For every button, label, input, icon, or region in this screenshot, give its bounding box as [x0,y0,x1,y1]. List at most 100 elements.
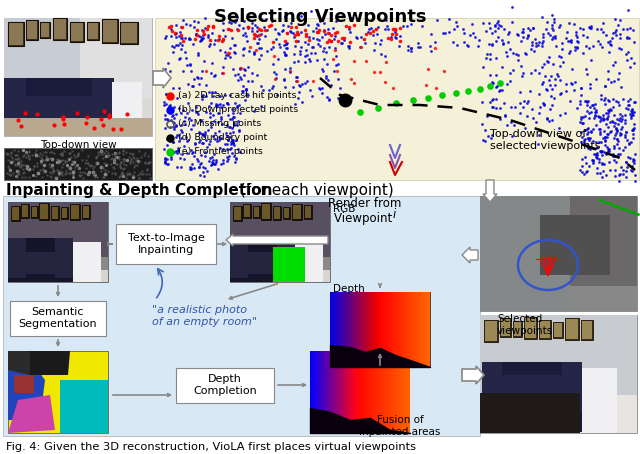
Point [506,118,516,126]
Point [122,110,132,118]
Point [623,101,633,109]
Point [128,172,138,179]
Point [195,38,205,45]
Point [195,136,205,143]
Text: (d) Boundary point: (d) Boundary point [178,133,268,143]
Point [292,28,302,35]
Point [238,46,248,53]
Point [617,116,627,123]
Point [487,41,497,49]
Point [166,116,176,123]
Point [91,159,101,166]
Point [267,17,277,25]
Point [191,30,202,38]
Bar [383,351,384,433]
Point [610,119,620,126]
Point [209,40,220,47]
Point [268,60,278,68]
Point [555,62,565,69]
Point [272,92,282,99]
Bar [410,292,411,367]
Point [99,174,109,181]
Point [495,115,505,122]
Point [246,20,257,27]
FancyArrow shape [483,180,497,202]
Point [32,163,42,170]
Point [577,155,587,162]
Point [477,120,487,128]
Point [437,91,447,99]
Point [182,109,192,116]
Point [280,65,291,72]
Point [48,168,58,175]
Point [171,29,181,36]
Point [503,39,513,46]
Point [65,166,75,173]
Point [191,30,201,37]
Point [606,128,616,135]
Point [629,157,639,164]
Point [65,149,75,157]
Point [575,128,586,135]
Point [222,99,232,106]
Point [29,162,40,169]
Point [230,49,241,57]
Point [116,171,126,178]
Point [54,169,64,177]
Point [346,75,356,83]
Point [535,104,545,111]
Point [621,128,632,135]
Point [3,162,13,169]
Point [276,28,287,35]
Point [583,134,593,142]
Point [240,30,250,37]
Point [173,105,184,112]
Point [614,172,624,179]
Bar [4,78,114,136]
Bar [283,207,290,219]
Point [90,173,100,181]
Point [214,35,224,42]
Point [349,79,359,86]
Point [526,46,536,53]
Point [270,25,280,32]
Point [75,168,85,176]
Point [136,153,146,161]
Point [598,28,608,35]
Point [296,13,307,20]
Point [266,45,276,52]
Point [213,118,223,125]
Point [127,158,138,166]
Bar [348,351,349,433]
Bar [582,368,617,433]
Point [545,82,556,89]
Point [250,22,260,29]
Point [267,84,277,92]
Point [627,163,637,170]
Point [548,60,558,67]
Point [583,128,593,136]
Point [234,127,244,134]
Point [630,178,640,185]
Point [596,91,606,99]
Point [54,172,65,179]
Point [622,35,632,42]
Point [326,38,336,45]
Point [18,169,28,176]
Bar [565,318,579,340]
Point [99,160,109,167]
Bar [340,292,341,367]
Point [550,81,560,89]
Bar [384,351,385,433]
Bar [554,323,562,337]
Point [628,157,639,164]
Point [35,150,45,157]
Point [586,134,596,142]
Point [198,57,209,64]
Bar [335,351,336,433]
Point [166,43,177,50]
Point [368,27,378,35]
Bar [429,292,430,367]
Bar [482,362,502,412]
Point [522,32,532,39]
